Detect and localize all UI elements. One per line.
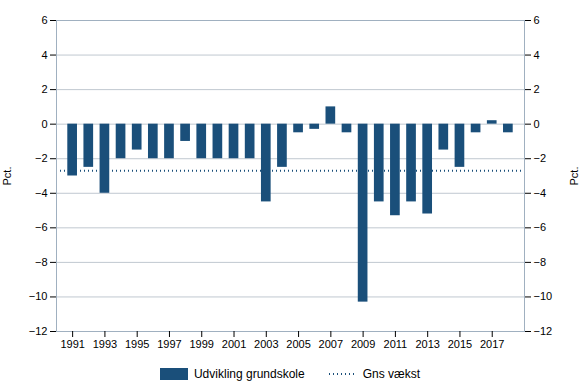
svg-text:2001: 2001 xyxy=(222,338,246,350)
svg-text:−2: −2 xyxy=(534,152,547,164)
svg-text:2013: 2013 xyxy=(415,338,439,350)
svg-text:2011: 2011 xyxy=(384,338,408,350)
svg-text:−10: −10 xyxy=(29,290,48,302)
svg-text:Pct.: Pct. xyxy=(568,167,580,186)
svg-text:1997: 1997 xyxy=(157,338,181,350)
svg-text:−12: −12 xyxy=(534,325,553,337)
svg-text:2017: 2017 xyxy=(480,338,504,350)
svg-text:2015: 2015 xyxy=(448,338,472,350)
svg-text:0: 0 xyxy=(534,118,540,130)
svg-text:4: 4 xyxy=(534,49,540,61)
svg-text:2: 2 xyxy=(534,83,540,95)
svg-text:1993: 1993 xyxy=(93,338,117,350)
svg-text:6: 6 xyxy=(534,14,540,26)
svg-text:1991: 1991 xyxy=(60,338,84,350)
svg-text:1995: 1995 xyxy=(125,338,149,350)
svg-text:Pct.: Pct. xyxy=(1,167,13,186)
svg-text:0: 0 xyxy=(41,118,47,130)
svg-text:−6: −6 xyxy=(35,221,48,233)
svg-text:−6: −6 xyxy=(534,221,547,233)
svg-text:−8: −8 xyxy=(534,256,547,268)
svg-text:2003: 2003 xyxy=(254,338,278,350)
svg-text:−4: −4 xyxy=(35,187,48,199)
svg-text:−12: −12 xyxy=(29,325,48,337)
svg-text:2009: 2009 xyxy=(351,338,375,350)
svg-text:−2: −2 xyxy=(35,152,48,164)
svg-text:−4: −4 xyxy=(534,187,547,199)
html-text:Gns vækst: Gns vækst xyxy=(362,367,420,381)
svg-text:2005: 2005 xyxy=(286,338,310,350)
svg-text:2: 2 xyxy=(41,83,47,95)
svg-text:2007: 2007 xyxy=(319,338,343,350)
html-text:Udvikling grundskole: Udvikling grundskole xyxy=(194,367,305,381)
svg-text:1999: 1999 xyxy=(189,338,213,350)
svg-text:−10: −10 xyxy=(534,290,553,302)
svg-text:4: 4 xyxy=(41,49,47,61)
svg-text:6: 6 xyxy=(41,14,47,26)
svg-text:−8: −8 xyxy=(35,256,48,268)
